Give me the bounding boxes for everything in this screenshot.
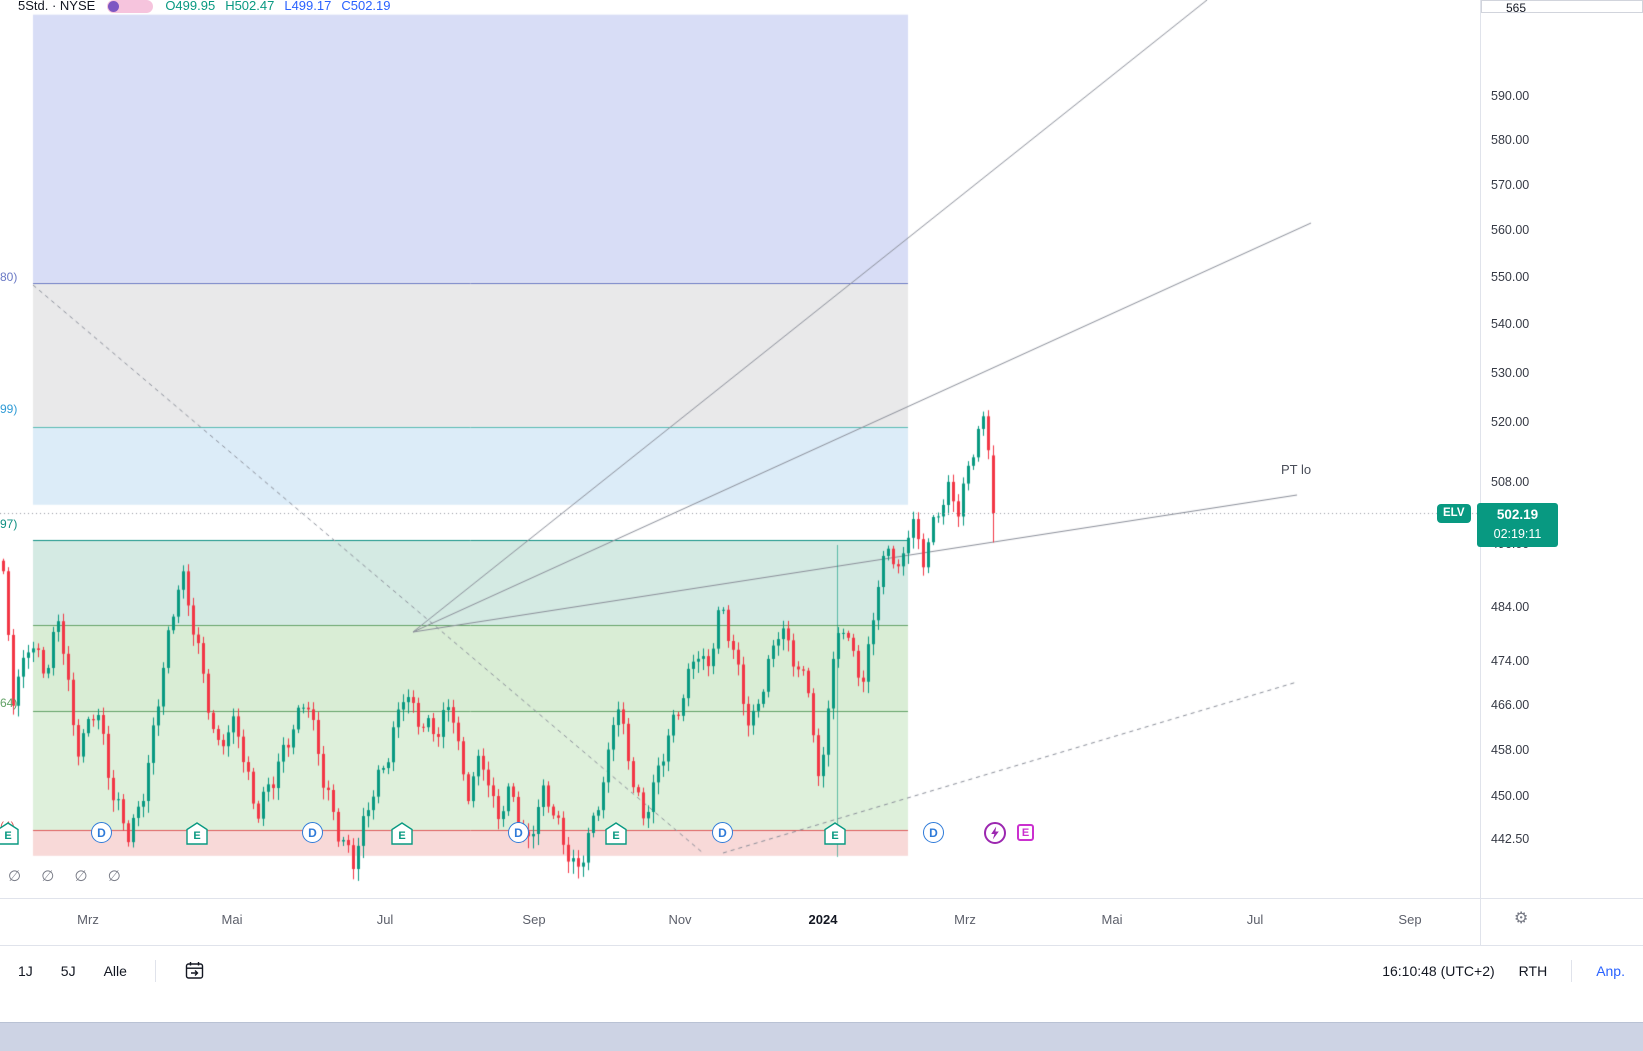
go-to-date-icon[interactable] [184, 960, 205, 981]
close-value: C502.19 [341, 0, 391, 13]
clock-label[interactable]: 16:10:48 (UTC+2) [1382, 962, 1495, 979]
earnings-marker[interactable]: E [0, 822, 19, 845]
time-axis-tick: Mai [221, 912, 243, 927]
time-axis-tick: Mai [1101, 912, 1123, 927]
earnings-marker[interactable]: E [824, 822, 846, 845]
time-axis-tick: Nov [668, 912, 692, 927]
dividend-marker[interactable]: D [712, 822, 733, 843]
price-axis-label: 508.00 [1491, 475, 1530, 490]
left-price-label: 97) [0, 517, 18, 531]
current-price-value: 502.19 [1496, 507, 1539, 522]
earnings-marker[interactable]: E [391, 822, 413, 845]
dividend-marker[interactable]: D [923, 822, 944, 843]
divider [1571, 959, 1573, 982]
time-axis[interactable]: Mrz Mai Jul Sep Nov 2024 Mrz Mai Jul Sep ⚙ [0, 898, 1643, 946]
svg-text:E: E [612, 830, 619, 842]
axis-top-label: 565 [1481, 0, 1643, 13]
symbol-badge[interactable] [107, 0, 154, 13]
bar-countdown: 02:19:11 [1493, 527, 1542, 541]
range-buttons: 1J 5J Alle [18, 959, 205, 982]
time-axis-tick: Mrz [954, 912, 976, 927]
symbol-tag: ELV [1437, 504, 1471, 523]
low-value: L499.17 [284, 0, 332, 13]
axis-separator [1480, 899, 1481, 946]
indicator-null-values: ∅ ∅ ∅ ∅ [8, 868, 129, 885]
time-axis-tick: Sep [522, 912, 546, 927]
time-axis-tick: Jul [1246, 912, 1264, 927]
price-axis-label: 520.00 [1491, 414, 1530, 429]
ohlc-values: O499.95 H502.47 L499.17 C502.19 [165, 0, 390, 13]
dividend-marker[interactable]: D [91, 822, 112, 843]
svg-text:E: E [831, 830, 838, 842]
range-button-all[interactable]: Alle [103, 962, 127, 979]
price-axis-label: 466.00 [1491, 698, 1530, 713]
chart-legend[interactable]: 5Std. · NYSE O499.95 H502.47 L499.17 C50… [0, 0, 1480, 15]
dividend-marker[interactable]: D [508, 822, 529, 843]
chart-region: 5Std. · NYSE O499.95 H502.47 L499.17 C50… [0, 0, 1643, 898]
price-axis-label: 590.00 [1491, 88, 1530, 103]
gear-icon[interactable]: ⚙ [1514, 910, 1529, 927]
price-axis-label: 550.00 [1491, 270, 1530, 284]
current-price-tag: ELV 502.19 02:19:11 [1437, 503, 1559, 549]
earnings-marker[interactable]: E [605, 822, 627, 845]
lightning-marker[interactable] [983, 821, 1006, 844]
time-axis-tick: 2024 [808, 912, 838, 927]
svg-text:E: E [4, 830, 11, 842]
dividend-marker[interactable]: D [302, 822, 323, 843]
price-axis-label: 484.00 [1491, 600, 1530, 615]
price-axis[interactable]: 590.00 580.00 570.00 560.00 550.00 540.00 530.… [1480, 0, 1643, 898]
price-axis-label: 580.00 [1491, 132, 1530, 147]
symbol-interval-label[interactable]: 5Std. · NYSE [18, 0, 96, 13]
price-axis-label: 450.00 [1491, 788, 1530, 803]
adjust-button[interactable]: Anp. [1596, 962, 1625, 979]
price-chart-canvas[interactable] [0, 0, 1480, 898]
upcoming-earnings-marker[interactable]: E [1017, 824, 1034, 841]
left-price-label: 99) [0, 402, 18, 416]
toolbar-right: 16:10:48 (UTC+2) RTH Anp. [1382, 959, 1625, 982]
bottom-panel-strip [0, 1022, 1643, 1051]
left-price-label: 64) [0, 696, 18, 710]
open-value: O499.95 [165, 0, 216, 13]
earnings-marker[interactable]: E [186, 822, 208, 845]
price-axis-label: 474.00 [1491, 654, 1530, 669]
price-axis-label: 540.00 [1491, 317, 1530, 332]
price-axis-label: 570.00 [1491, 177, 1530, 192]
bottom-toolbar: 1J 5J Alle 16:10:48 (UTC+2) RTH Anp. [0, 945, 1643, 995]
session-button[interactable]: RTH [1518, 962, 1548, 979]
price-axis-label: 442.50 [1491, 832, 1530, 846]
avatar-icon [108, 1, 120, 12]
range-button-5y[interactable]: 5J [60, 962, 76, 979]
time-axis-tick: Sep [1398, 912, 1422, 927]
svg-text:E: E [193, 830, 200, 842]
svg-text:E: E [398, 830, 405, 842]
range-button-1y[interactable]: 1J [18, 962, 33, 979]
left-price-label: 80) [0, 270, 18, 284]
price-axis-label: 458.00 [1491, 743, 1530, 758]
price-countdown-box: 502.19 02:19:11 [1477, 503, 1558, 547]
time-axis-tick: Mrz [77, 912, 99, 927]
divider [154, 959, 156, 982]
high-value: H502.47 [225, 0, 275, 13]
time-axis-tick: Jul [376, 912, 394, 927]
pt-lo-label[interactable]: PT lo [1281, 462, 1312, 477]
bottom-gap [0, 995, 1643, 1022]
price-axis-label: 560.00 [1491, 223, 1530, 238]
price-axis-label: 530.00 [1491, 365, 1530, 380]
